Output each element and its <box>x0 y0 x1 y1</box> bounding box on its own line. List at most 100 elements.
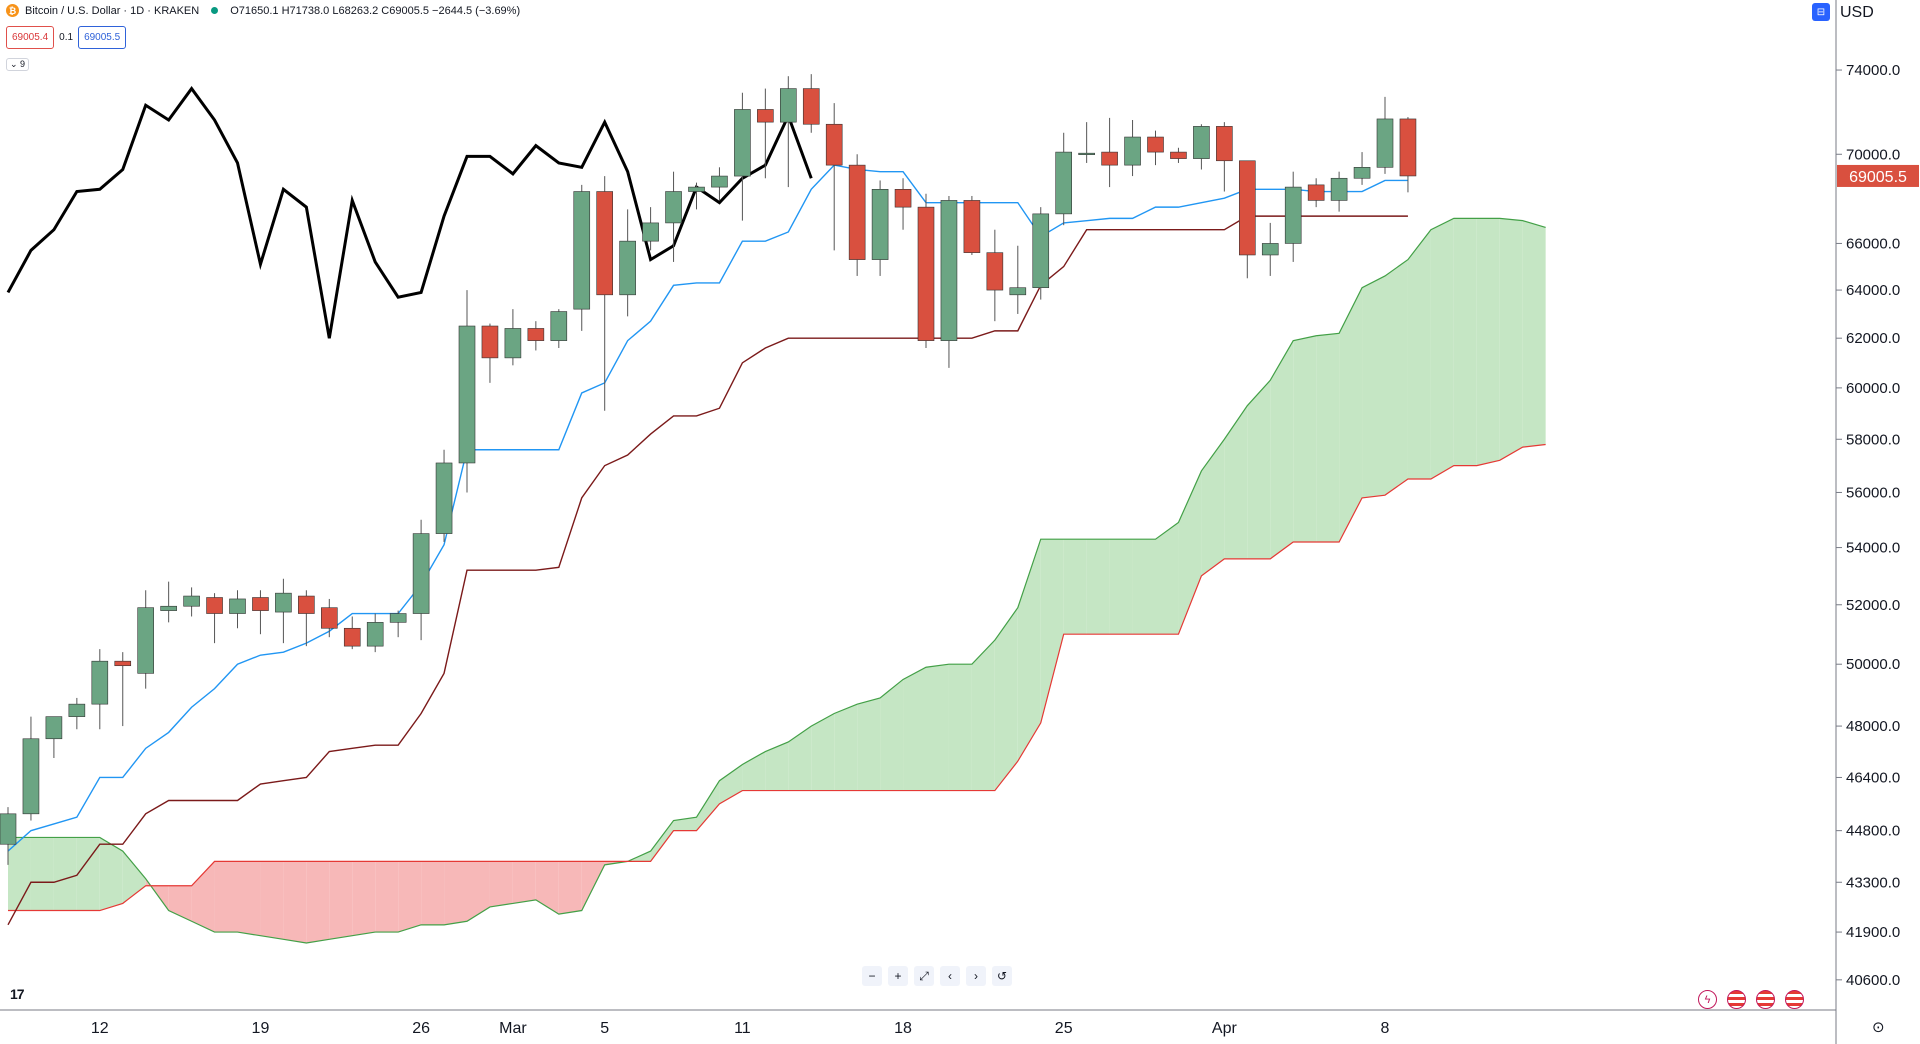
currency-switch-icon[interactable]: ⊟ <box>1812 3 1830 21</box>
price-axis[interactable]: 74000.0 70000.0 66000.0 64000.0 62000.0 60000… <box>1836 62 1900 989</box>
cloud-segment <box>1430 218 1454 479</box>
cloud-segment <box>857 697 881 791</box>
cloud-segment <box>398 861 422 933</box>
time-tick-label: 5 <box>600 1020 609 1037</box>
cloud-segment <box>1476 218 1500 466</box>
price-tick-label: 46400.0 <box>1846 769 1900 786</box>
candle-body <box>1307 184 1325 201</box>
candle-body <box>550 311 568 341</box>
cloud-segment <box>673 817 697 831</box>
cloud-segment <box>329 861 353 940</box>
price-tick-label: 74000.0 <box>1846 62 1900 79</box>
price-tick-label: 62000.0 <box>1846 330 1900 347</box>
expand-icon[interactable]: ⤢ <box>914 966 934 986</box>
candle-body <box>1284 186 1302 244</box>
spread-value: 0.1 <box>59 32 74 43</box>
tradingview-logo[interactable]: 17 <box>10 986 25 1002</box>
buy-button[interactable]: 69005.5 <box>78 26 127 49</box>
cloud-segment <box>834 704 858 791</box>
candle-body <box>917 206 935 341</box>
candle-body <box>642 222 659 242</box>
candle-body <box>22 738 40 815</box>
candle-body <box>275 592 292 613</box>
market-status-icon <box>211 7 219 14</box>
candle-body <box>894 189 912 208</box>
sell-button[interactable]: 69005.4 <box>6 26 55 49</box>
cloud-segment <box>467 861 490 922</box>
candle-body <box>114 660 132 667</box>
cloud-segment <box>1362 275 1385 498</box>
time-tick-label: 25 <box>1055 1020 1073 1037</box>
candle-body <box>1399 118 1417 177</box>
time-tick-label: Mar <box>499 1020 527 1037</box>
us-flag-icon[interactable] <box>1756 990 1775 1009</box>
kijun-sen-line <box>7 215 1408 926</box>
cloud-segment <box>1063 539 1087 635</box>
candle-body <box>596 191 614 296</box>
lightning-icon[interactable]: ϟ <box>1698 990 1717 1009</box>
cloud-segment <box>421 861 445 925</box>
chart-navigation-toolbar: − + ⤢ ‹ › ↺ <box>862 966 1012 986</box>
candle-body <box>757 109 774 123</box>
candle-body <box>1170 151 1187 159</box>
cloud-segment <box>994 607 1018 791</box>
cloud-segment <box>948 664 972 791</box>
price-tick-label: 60000.0 <box>1846 380 1900 397</box>
price-tick-label: 58000.0 <box>1846 431 1900 448</box>
time-tick-label: 8 <box>1381 1020 1390 1037</box>
candle-body <box>206 597 223 614</box>
zoom-in-button[interactable]: + <box>888 966 908 986</box>
cloud-segment <box>375 861 399 933</box>
axes <box>0 0 1837 1044</box>
time-tick-label: 19 <box>252 1020 270 1037</box>
candle-body <box>320 607 338 629</box>
ichimoku-cloud <box>8 217 1546 944</box>
cloud-segment <box>1339 287 1363 542</box>
price-tick-label: 52000.0 <box>1846 597 1900 614</box>
scroll-right-button[interactable]: › <box>966 966 986 986</box>
cloud-segment <box>719 764 743 804</box>
candle-body <box>1216 126 1233 162</box>
ohlc-values: O71650.1 H71738.0 L68263.2 C69005.5 −264… <box>230 4 521 17</box>
price-tick-label: 50000.0 <box>1846 656 1900 673</box>
price-tick-label: 54000.0 <box>1846 540 1900 557</box>
us-flag-icon[interactable] <box>1785 990 1804 1009</box>
cloud-segment <box>788 726 812 791</box>
time-axis[interactable]: 12 19 26 Mar 5 11 18 25 Apr 8 <box>91 1020 1390 1037</box>
us-flag-icon[interactable] <box>1727 990 1746 1009</box>
cloud-segment <box>1385 259 1408 496</box>
indicators-toggle-button[interactable]: ⌄ 9 <box>6 58 30 71</box>
cloud-segment <box>53 837 77 911</box>
candle-body <box>665 191 682 224</box>
cloud-segment <box>903 667 926 791</box>
currency-label[interactable]: USD <box>1840 4 1874 21</box>
price-tick-label: 66000.0 <box>1846 235 1900 252</box>
cloud-segment <box>1453 218 1477 466</box>
candle-body <box>68 703 86 717</box>
cloud-segment <box>1086 539 1110 635</box>
price-tick-label: 40600.0 <box>1846 972 1900 989</box>
candle-body <box>573 191 591 310</box>
candle-body <box>527 328 545 341</box>
zoom-out-button[interactable]: − <box>862 966 882 986</box>
candle-body <box>1124 136 1141 166</box>
cloud-segment <box>237 861 261 936</box>
candle-body <box>504 328 522 359</box>
candle-body <box>412 533 430 614</box>
symbol-legend: ₿ Bitcoin / U.S. Dollar · 1D · KRAKEN O7… <box>6 4 520 17</box>
cloud-segment <box>650 820 674 862</box>
cloud-segment <box>1178 470 1202 635</box>
symbol-title[interactable]: Bitcoin / U.S. Dollar · 1D · KRAKEN <box>25 4 200 17</box>
cloud-segment <box>811 713 835 791</box>
cloud-segment <box>191 861 215 933</box>
settings-icon[interactable]: ⊙ <box>1872 1019 1885 1036</box>
cloud-segment <box>1132 539 1156 635</box>
candle-body <box>986 252 1004 291</box>
scroll-left-button[interactable]: ‹ <box>940 966 960 986</box>
cloud-segment <box>1201 439 1225 576</box>
reset-chart-button[interactable]: ↺ <box>992 966 1012 986</box>
cloud-segment <box>444 861 467 925</box>
time-tick-label: 26 <box>412 1020 430 1037</box>
cloud-segment <box>1270 340 1294 559</box>
